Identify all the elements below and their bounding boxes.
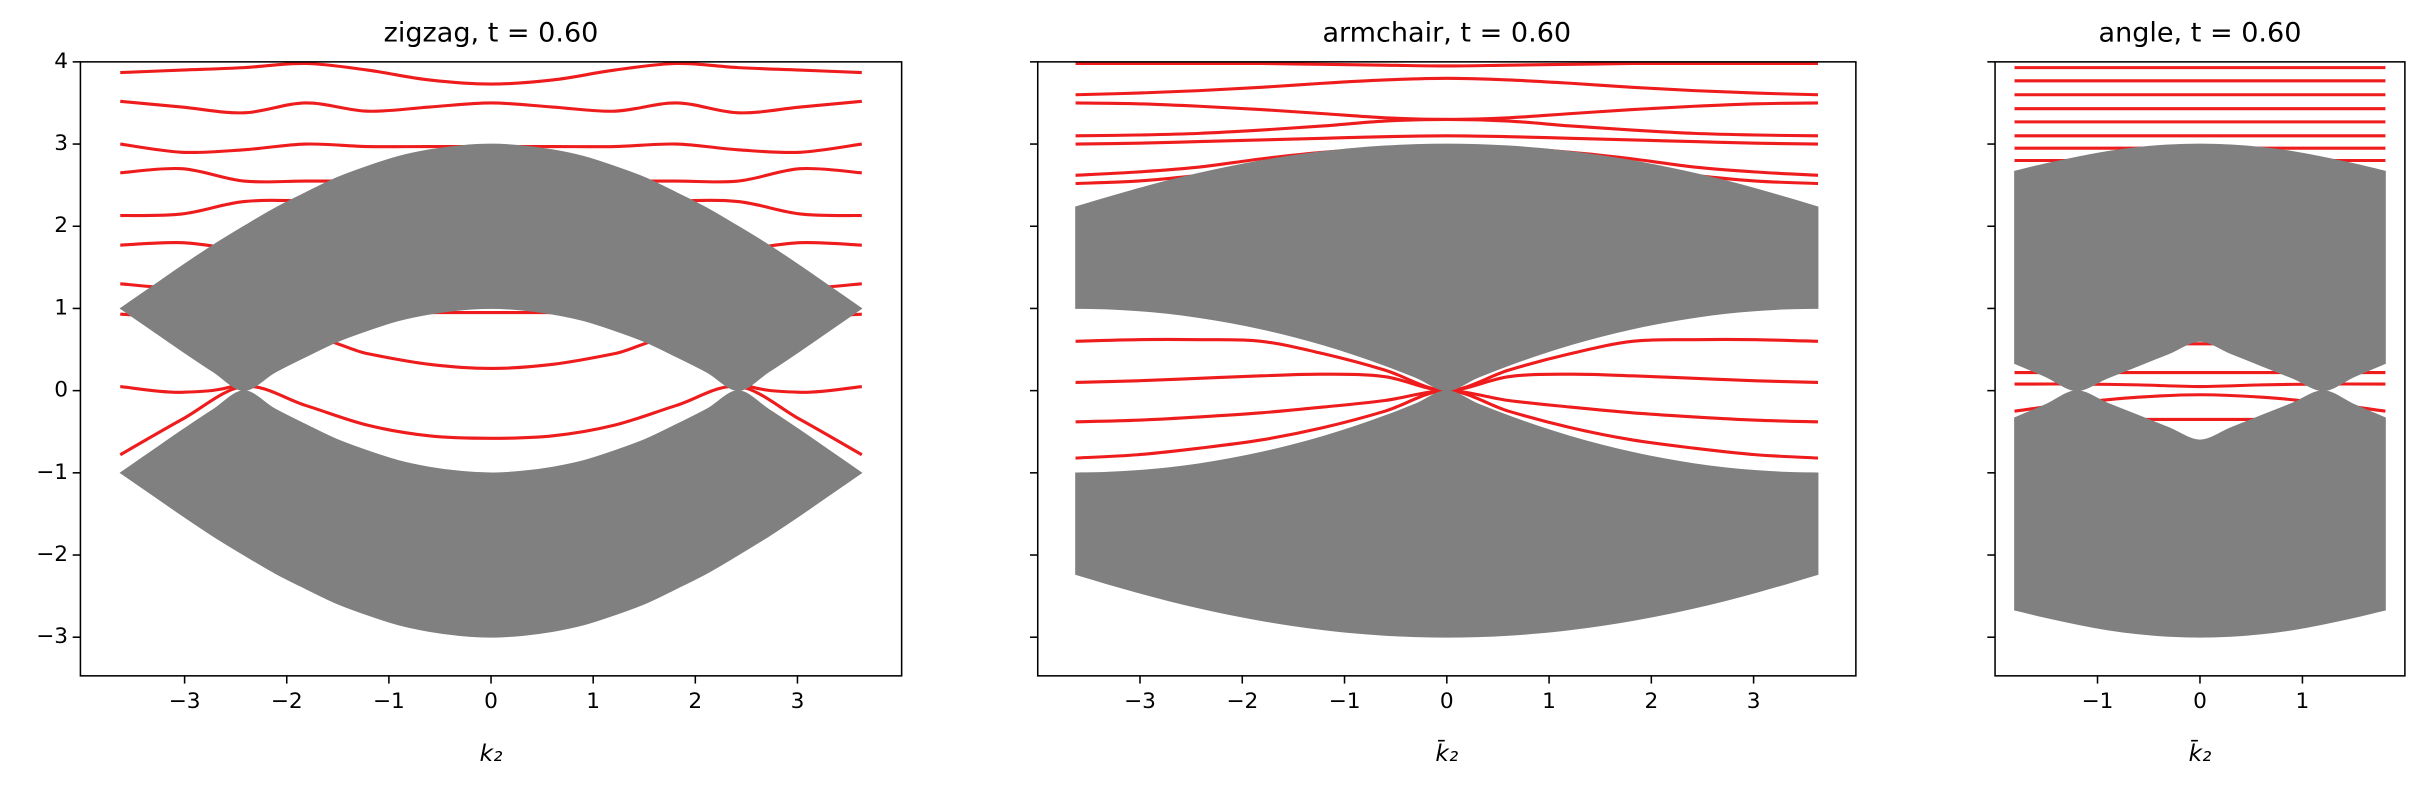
- x-tick-label: −1: [2082, 689, 2114, 714]
- panel-title: zigzag, t = 0.60: [384, 18, 599, 49]
- x-tick-label: −3: [169, 689, 201, 714]
- plot-area: [2014, 66, 2386, 638]
- x-axis-label: k₂: [480, 740, 503, 767]
- bulk-band: [1075, 143, 1819, 392]
- x-axis-label: k̄₂: [2189, 739, 2212, 767]
- x-tick-label: −1: [1329, 689, 1361, 714]
- y-tick-label: −1: [36, 460, 68, 485]
- panel: −3 −2 −1 0 1 2 3 armchair, t = 0.60 k̄₂: [1030, 18, 1857, 767]
- y-tick-label: 2: [54, 213, 68, 238]
- x-tick-label: −2: [271, 689, 303, 714]
- x-tick-label: −1: [373, 689, 405, 714]
- edge-state-line: [1075, 101, 1819, 121]
- x-tick-label: −2: [1226, 689, 1258, 714]
- edge-state-line: [1075, 76, 1819, 97]
- x-tick-label: 0: [2193, 689, 2207, 714]
- x-tick-label: 1: [586, 689, 600, 714]
- x-tick-label: 2: [688, 689, 702, 714]
- y-tick-label: 4: [54, 49, 68, 74]
- x-tick-label: 1: [2296, 689, 2310, 714]
- bulk-band: [119, 390, 863, 638]
- edge-state-line: [120, 99, 862, 115]
- x-tick-label: 0: [1440, 689, 1454, 714]
- panel: −1 0 1 angle, t = 0.60 k̄₂: [1987, 18, 2406, 767]
- edge-state-line: [120, 61, 862, 86]
- x-axis-label: k̄₂: [1435, 739, 1458, 767]
- bulk-band: [119, 143, 863, 392]
- y-tick-label: −2: [36, 542, 68, 567]
- y-tick-label: 3: [54, 131, 68, 156]
- edge-state-line: [1075, 61, 1819, 68]
- x-tick-label: 0: [484, 689, 498, 714]
- plot-area: [119, 61, 863, 638]
- edge-state-line: [1075, 117, 1819, 138]
- y-tick-label: 0: [54, 378, 68, 403]
- x-tick-label: 2: [1644, 689, 1658, 714]
- panel-title: armchair, t = 0.60: [1322, 18, 1571, 49]
- bulk-band: [1075, 390, 1819, 638]
- bulk-band: [2014, 143, 2386, 392]
- plot-area: [1075, 61, 1819, 638]
- x-tick-label: 3: [1747, 689, 1761, 714]
- panel: −3 −2 −1 0 1 2 3 −3 −2 −1 0 1 2 3 4 zigzag, t = 0.60 k₂: [36, 18, 903, 767]
- x-tick-label: −3: [1124, 689, 1156, 714]
- x-tick-label: 3: [791, 689, 805, 714]
- bulk-band: [2014, 390, 2386, 638]
- y-tick-label: −3: [36, 624, 68, 649]
- y-tick-label: 1: [54, 295, 68, 320]
- x-tick-label: 1: [1542, 689, 1556, 714]
- edge-state-line: [1075, 134, 1819, 146]
- panel-title: angle, t = 0.60: [2099, 18, 2302, 49]
